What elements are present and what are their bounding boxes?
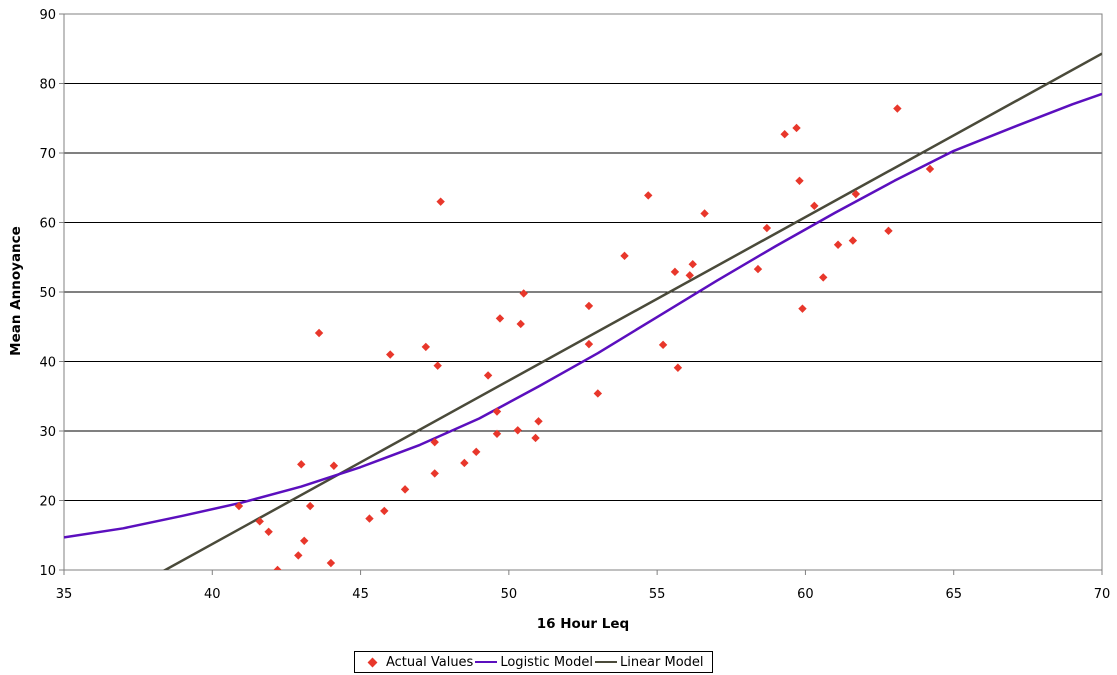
- x-tick-label: 55: [649, 587, 666, 602]
- y-tick-label: 60: [39, 217, 56, 232]
- data-point: [584, 301, 594, 311]
- y-axis-ticks: 10 20 30 40 50 60 70 80 90: [39, 8, 64, 579]
- x-tick-label: 70: [1094, 587, 1111, 602]
- legend-item-linear-model: Linear Model: [594, 654, 704, 670]
- data-point: [495, 314, 505, 323]
- data-point: [430, 437, 439, 447]
- data-point: [386, 350, 395, 359]
- data-point: [685, 271, 694, 280]
- legend-item-actual-values: Actual Values: [361, 655, 473, 670]
- y-tick-label: 90: [39, 8, 56, 23]
- data-point: [516, 319, 525, 329]
- x-tick-label: 65: [945, 587, 962, 602]
- x-axis-ticks: 35 40 45 50 55 60 65 70: [56, 570, 1111, 602]
- data-point: [670, 267, 680, 277]
- data-point: [472, 447, 481, 457]
- data-point: [492, 407, 502, 416]
- data-point: [297, 460, 306, 469]
- data-point: [762, 223, 772, 233]
- y-tick-label: 40: [39, 356, 56, 371]
- purple-line-icon: [475, 661, 498, 663]
- data-point: [584, 339, 594, 349]
- line-marker-icon: [475, 656, 498, 668]
- data-point: [534, 417, 543, 426]
- data-point: [234, 501, 244, 511]
- data-point: [314, 328, 324, 338]
- y-tick-label: 70: [39, 147, 56, 162]
- data-point: [531, 433, 540, 443]
- legend-label: Linear Model: [619, 654, 704, 670]
- data-point: [300, 536, 309, 546]
- dark-line-icon: [594, 661, 617, 663]
- x-axis-label: 16 Hour Leq: [537, 616, 629, 632]
- data-point: [513, 426, 522, 435]
- data-point: [658, 340, 668, 350]
- data-point: [753, 264, 763, 274]
- data-point: [792, 123, 801, 133]
- legend-label: Logistic Model: [500, 654, 593, 670]
- y-tick-label: 80: [39, 78, 56, 93]
- data-point: [264, 527, 273, 536]
- data-point: [400, 485, 410, 494]
- data-point: [305, 501, 315, 511]
- data-point: [593, 389, 603, 398]
- data-point: [255, 517, 264, 526]
- data-point: [329, 461, 339, 470]
- series-line-logistic-model: [64, 92, 1102, 539]
- data-point: [688, 260, 697, 269]
- legend-label: Actual Values: [386, 654, 474, 670]
- gridlines: [64, 83, 1102, 501]
- data-point: [798, 304, 807, 313]
- line-marker-icon: [594, 656, 617, 668]
- y-tick-label: 20: [39, 495, 56, 510]
- data-point: [833, 240, 843, 249]
- data-point: [620, 251, 629, 261]
- data-point: [795, 176, 804, 185]
- data-point: [273, 565, 282, 570]
- x-tick-label: 35: [56, 587, 73, 602]
- series: [64, 52, 1102, 570]
- data-point: [421, 342, 431, 352]
- data-point: [848, 236, 858, 245]
- y-axis-label: Mean Annoyance: [8, 226, 24, 356]
- data-point: [780, 130, 789, 139]
- data-point: [519, 289, 528, 298]
- legend-item-logistic-model: Logistic Model: [475, 655, 593, 670]
- data-point: [433, 361, 442, 370]
- series-line-linear-model: [162, 52, 1102, 570]
- x-tick-label: 60: [797, 587, 814, 602]
- scatter-marker-icon: [361, 656, 383, 668]
- x-tick-label: 50: [501, 587, 518, 602]
- data-point: [483, 371, 493, 380]
- diamond-marker-icon: [367, 657, 377, 667]
- data-point: [326, 558, 336, 568]
- data-point: [819, 273, 828, 282]
- y-tick-label: 30: [39, 425, 56, 440]
- data-point: [700, 209, 709, 218]
- data-point: [893, 104, 902, 113]
- legend: Actual Values Logistic Model Linear Mode…: [354, 651, 713, 673]
- data-point: [884, 226, 893, 236]
- x-tick-label: 40: [204, 587, 221, 602]
- chart: 10 20 30 40 50 60 70 80 90 35 40 45 50 55 60 65 70 16 H…: [8, 8, 1111, 632]
- data-point: [492, 429, 502, 438]
- data-point: [851, 189, 861, 199]
- data-point: [436, 197, 445, 206]
- data-point: [460, 458, 469, 468]
- data-point: [925, 164, 935, 174]
- data-point: [294, 551, 303, 560]
- y-tick-label: 50: [39, 286, 56, 301]
- data-point: [365, 514, 374, 523]
- data-point: [810, 201, 819, 211]
- data-point: [430, 469, 439, 478]
- data-point: [380, 506, 389, 516]
- data-point: [644, 191, 653, 200]
- data-point: [673, 363, 683, 372]
- y-tick-label: 10: [39, 564, 56, 579]
- x-tick-label: 45: [352, 587, 369, 602]
